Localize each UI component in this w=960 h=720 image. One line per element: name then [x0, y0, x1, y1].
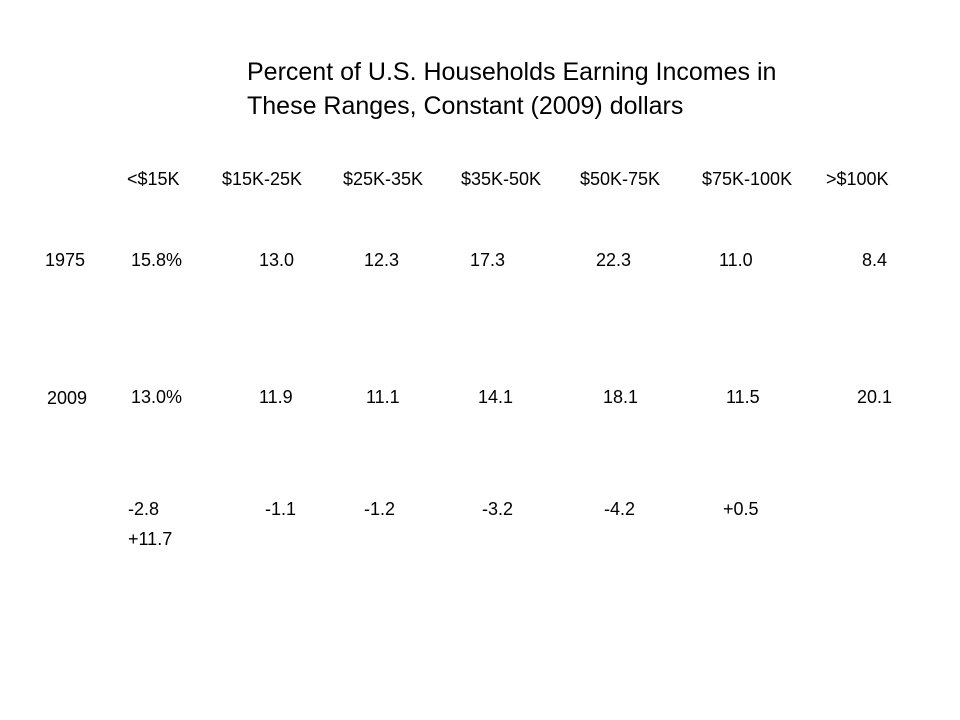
cell-2009-under-15k: 13.0%: [131, 387, 183, 407]
change-75k-100k: +0.5: [723, 499, 759, 519]
slide-title-line-1: Percent of U.S. Households Earning Incom…: [247, 58, 777, 86]
cell-1975-75k-100k: 11.0: [719, 250, 753, 270]
column-header-50k-75k: $50K-75K: [580, 169, 661, 189]
change-under-15k: -2.8: [128, 499, 160, 519]
cell-1975-35k-50k: 17.3: [470, 250, 506, 270]
cell-1975-50k-75k: 22.3: [596, 250, 632, 270]
cell-2009-25k-35k: 11.1: [366, 387, 400, 407]
column-header-35k-50k: $35K-50K: [461, 169, 542, 189]
column-header-15k-25k: $15K-25K: [222, 169, 303, 189]
change-over-100k: +11.7: [128, 529, 173, 549]
cell-2009-15k-25k: 11.9: [259, 387, 293, 407]
slide-title: Percent of U.S. Households Earning Incom…: [247, 55, 907, 123]
cell-2009-35k-50k: 14.1: [478, 387, 514, 407]
cell-1975-15k-25k: 13.0: [259, 250, 295, 270]
change-25k-35k: -1.2: [364, 499, 396, 519]
row-label-1975: 1975: [45, 250, 86, 270]
column-header-25k-35k: $25K-35K: [343, 169, 424, 189]
change-35k-50k: -3.2: [482, 499, 514, 519]
change-50k-75k: -4.2: [604, 499, 636, 519]
column-header-75k-100k: $75K-100K: [702, 169, 793, 189]
cell-1975-over-100k: 8.4: [862, 250, 888, 270]
slide-title-line-2: These Ranges, Constant (2009) dollars: [247, 92, 684, 120]
change-15k-25k: -1.1: [265, 499, 297, 519]
column-header-over-100k: >$100K: [826, 169, 889, 189]
cell-1975-under-15k: 15.8%: [131, 250, 183, 270]
cell-2009-75k-100k: 11.5: [726, 387, 760, 407]
cell-2009-over-100k: 20.1: [857, 387, 893, 407]
cell-2009-50k-75k: 18.1: [603, 387, 639, 407]
row-label-2009: 2009: [47, 388, 88, 408]
cell-1975-25k-35k: 12.3: [364, 250, 400, 270]
column-header-under-15k: <$15K: [127, 169, 180, 189]
